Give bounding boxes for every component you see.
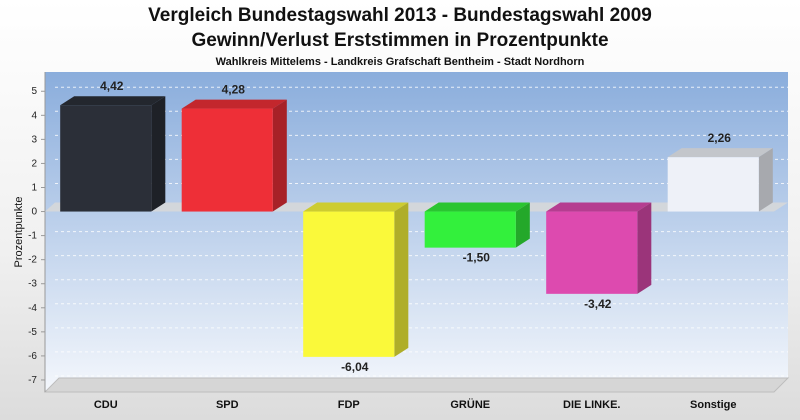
labels: 4,42 CDU 4,28 SPD -6,04 FDP -1,50 GRÜNE -3,42 DIE… [94,79,737,411]
bar-top-face [181,99,287,109]
y-tick-label: -5 [28,327,37,338]
bar-front-face [424,211,516,248]
y-tick-label: 2 [31,158,37,169]
bar-die-linke- [546,202,652,294]
bar-side-face [637,202,652,294]
bar-top-face [60,96,166,106]
bar-side-face [758,148,773,212]
chart-title-line-2: Gewinn/Verlust Erststimmen in Prozentpun… [191,30,609,51]
bar-gr-ne [424,202,530,248]
x-tick-label: SPD [216,399,239,411]
bar-side-face [151,96,166,212]
bar-top-face [546,202,652,212]
bar-top-face [424,202,530,212]
data-label: 2,26 [708,131,732,145]
y-tick-label: 1 [31,182,37,193]
bar-side-face [515,202,530,248]
data-label: -1,50 [463,251,491,265]
y-tick-label: 3 [31,134,37,145]
bar-top-face [667,148,773,158]
axes: 5 4 3 2 1 0 -1 -2 -3 -4 -5 -6 -7 Prozentpunkte [13,86,45,386]
x-tick-label: CDU [94,399,118,411]
chart-titles: Vergleich Bundestagswahl 2013 - Bundesta… [0,3,800,70]
bars [60,96,773,357]
data-label: -3,42 [584,297,612,311]
chart-title-line-1: Vergleich Bundestagswahl 2013 - Bundesta… [148,5,652,26]
y-tick-label: 5 [31,86,37,97]
plot-floor [43,377,790,393]
y-tick-label: -2 [28,255,37,266]
y-tick-label: 4 [31,110,37,121]
y-tick-label: 0 [31,207,37,218]
x-tick-label: GRÜNE [450,398,490,411]
bar-side-face [272,99,287,212]
y-tick-label: -4 [28,303,37,314]
y-tick-label: -6 [28,351,37,362]
data-label: 4,28 [222,83,246,97]
bar-front-face [60,105,152,212]
bar-fdp [303,202,409,357]
bar-top-face [303,202,409,212]
y-tick-label: -7 [28,375,37,386]
bar-front-face [181,108,273,212]
data-label: -6,04 [341,360,369,374]
x-tick-label: Sonstige [690,399,736,411]
data-label: 4,42 [100,79,124,93]
x-tick-label: DIE LINKE. [563,399,620,411]
chart-subtitle: Wahlkreis Mittelems - Landkreis Grafscha… [215,56,585,68]
y-tick-label: -3 [28,279,37,290]
y-tick-label: -1 [28,231,37,242]
bar-front-face [667,157,759,212]
bar-spd [181,99,287,212]
bar-cdu [60,96,166,212]
y-axis-title: Prozentpunkte [13,197,25,268]
bar-side-face [394,202,409,357]
bar-front-face [303,211,395,357]
x-tick-label: FDP [338,399,360,411]
bar-front-face [546,211,638,294]
bar-sonstige [667,148,773,212]
